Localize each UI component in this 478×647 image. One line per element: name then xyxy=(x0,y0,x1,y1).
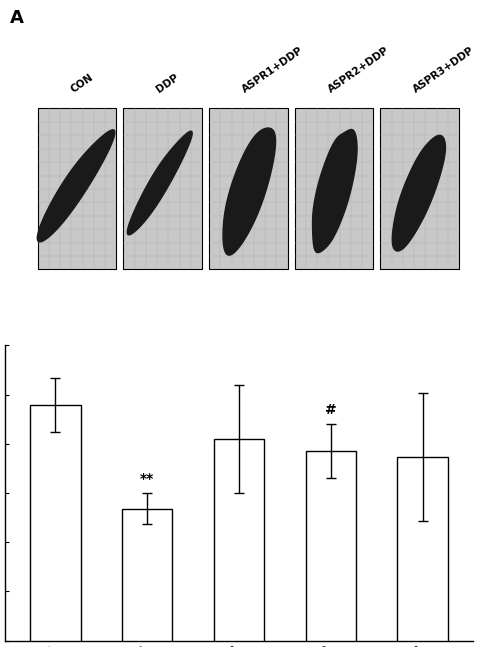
Bar xyxy=(214,439,264,641)
Polygon shape xyxy=(37,130,115,242)
Polygon shape xyxy=(313,129,357,252)
Bar xyxy=(30,405,81,641)
Bar xyxy=(122,509,173,641)
Text: CON: CON xyxy=(69,72,95,95)
Bar xyxy=(209,109,288,270)
Text: ASPR2+DDP: ASPR2+DDP xyxy=(326,45,391,95)
Polygon shape xyxy=(127,131,192,235)
Text: ASPR3+DDP: ASPR3+DDP xyxy=(412,45,477,95)
Bar xyxy=(397,457,448,641)
Bar xyxy=(380,109,459,270)
Polygon shape xyxy=(223,128,275,255)
Text: **: ** xyxy=(140,472,154,485)
Text: ASPR1+DDP: ASPR1+DDP xyxy=(240,45,305,95)
Text: A: A xyxy=(10,9,23,27)
Bar xyxy=(123,109,202,270)
Polygon shape xyxy=(392,135,445,251)
Bar xyxy=(38,109,116,270)
Bar xyxy=(295,109,373,270)
Bar xyxy=(305,451,356,641)
Text: #: # xyxy=(325,402,337,417)
Text: DDP: DDP xyxy=(154,72,181,95)
